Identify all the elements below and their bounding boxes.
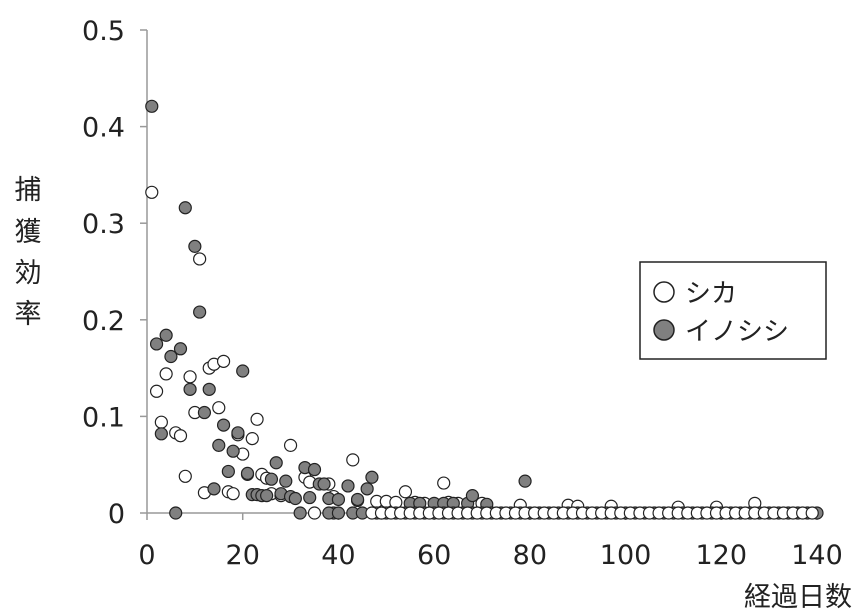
inoshishi-point <box>164 349 178 364</box>
inoshishi-point <box>202 382 216 396</box>
legend-label-inoshishi: イノシシ <box>685 317 789 347</box>
shika-point <box>226 487 240 501</box>
inoshishi-point <box>188 239 202 253</box>
inoshishi-point <box>183 382 197 396</box>
inoshishi-point <box>216 418 231 432</box>
inoshishi-point <box>317 477 331 491</box>
shika-point <box>193 252 207 266</box>
inoshishi-point <box>197 405 212 420</box>
x-tick-label: 140 <box>791 540 843 571</box>
shika-point <box>212 401 226 415</box>
shika-point <box>183 370 197 384</box>
inoshishi-point <box>226 444 240 458</box>
inoshishi-point <box>212 438 226 452</box>
inoshishi-point <box>269 456 283 470</box>
inoshishi-point <box>303 490 317 505</box>
inoshishi-point <box>159 328 173 342</box>
y-tick-label: 0.2 <box>82 306 125 337</box>
legend-box <box>639 261 827 360</box>
legend-marker-inoshishi <box>653 319 675 341</box>
inoshishi-point <box>279 474 293 488</box>
inoshishi-point <box>178 201 192 215</box>
shika-point <box>398 485 413 499</box>
inoshishi-point <box>288 491 302 506</box>
y-axis-title-char-4: 率 <box>15 299 42 330</box>
inoshishi-point <box>360 482 374 496</box>
shika-point <box>437 476 451 490</box>
y-tick-label: 0.5 <box>82 16 125 47</box>
shika-point <box>178 469 192 483</box>
shika-point <box>216 354 231 368</box>
shika-point <box>245 432 259 446</box>
shika-point <box>805 506 819 520</box>
y-axis-title-char-1: 捕 <box>15 175 42 206</box>
shika-point <box>154 415 168 429</box>
x-tick-label: 0 <box>138 540 155 571</box>
data-points <box>145 99 824 520</box>
inoshishi-point <box>331 492 346 507</box>
inoshishi-point <box>236 364 250 378</box>
inoshishi-point <box>149 337 164 351</box>
y-tick-label: 0.3 <box>82 209 125 240</box>
inoshishi-point <box>260 489 274 503</box>
x-axis-title: 経過日数 <box>744 582 852 613</box>
x-axis-ticks: 0 20 40 60 80 100 120 140 <box>138 513 843 571</box>
inoshishi-point <box>221 464 235 479</box>
shika-point <box>250 412 264 426</box>
inoshishi-point <box>293 506 307 520</box>
legend-label-shika: シカ <box>685 279 737 309</box>
shika-point <box>145 185 159 199</box>
inoshishi-point <box>341 479 355 493</box>
shika-point <box>283 438 298 452</box>
y-axis-title-char-2: 獲 <box>15 217 42 248</box>
shika-point <box>149 384 164 398</box>
inoshishi-point <box>465 489 480 503</box>
inoshishi-point <box>169 506 183 520</box>
inoshishi-point <box>264 472 279 486</box>
inoshishi-point <box>307 462 322 477</box>
inoshishi-point <box>231 426 245 440</box>
legend: シカ イノシシ <box>639 261 827 360</box>
y-tick-label: 0.4 <box>82 113 125 144</box>
y-axis-title-char-3: 効 <box>15 258 42 289</box>
shika-point <box>173 429 188 443</box>
inoshishi-point <box>365 470 379 484</box>
shika-point <box>346 453 360 467</box>
shika-point <box>307 506 322 520</box>
y-axis-ticks: 0 0.1 0.2 0.3 0.4 0.5 <box>82 16 147 530</box>
inoshishi-point <box>518 474 532 488</box>
y-tick-label: 0 <box>108 499 125 530</box>
legend-marker-shika <box>653 281 675 303</box>
inoshishi-point <box>331 506 346 520</box>
inoshishi-point <box>145 99 159 113</box>
inoshishi-point <box>207 482 221 496</box>
x-tick-label: 100 <box>600 540 652 571</box>
x-tick-label: 120 <box>696 540 748 571</box>
x-tick-label: 20 <box>226 540 260 571</box>
x-tick-label: 40 <box>321 540 355 571</box>
inoshishi-point <box>193 305 207 319</box>
shika-point <box>159 367 173 381</box>
inoshishi-point <box>350 492 365 507</box>
x-tick-label: 80 <box>513 540 547 571</box>
x-tick-label: 60 <box>417 540 451 571</box>
inoshishi-point <box>240 466 255 480</box>
inoshishi-point <box>154 427 168 441</box>
inoshishi-point <box>173 342 188 356</box>
y-tick-label: 0.1 <box>82 402 125 433</box>
